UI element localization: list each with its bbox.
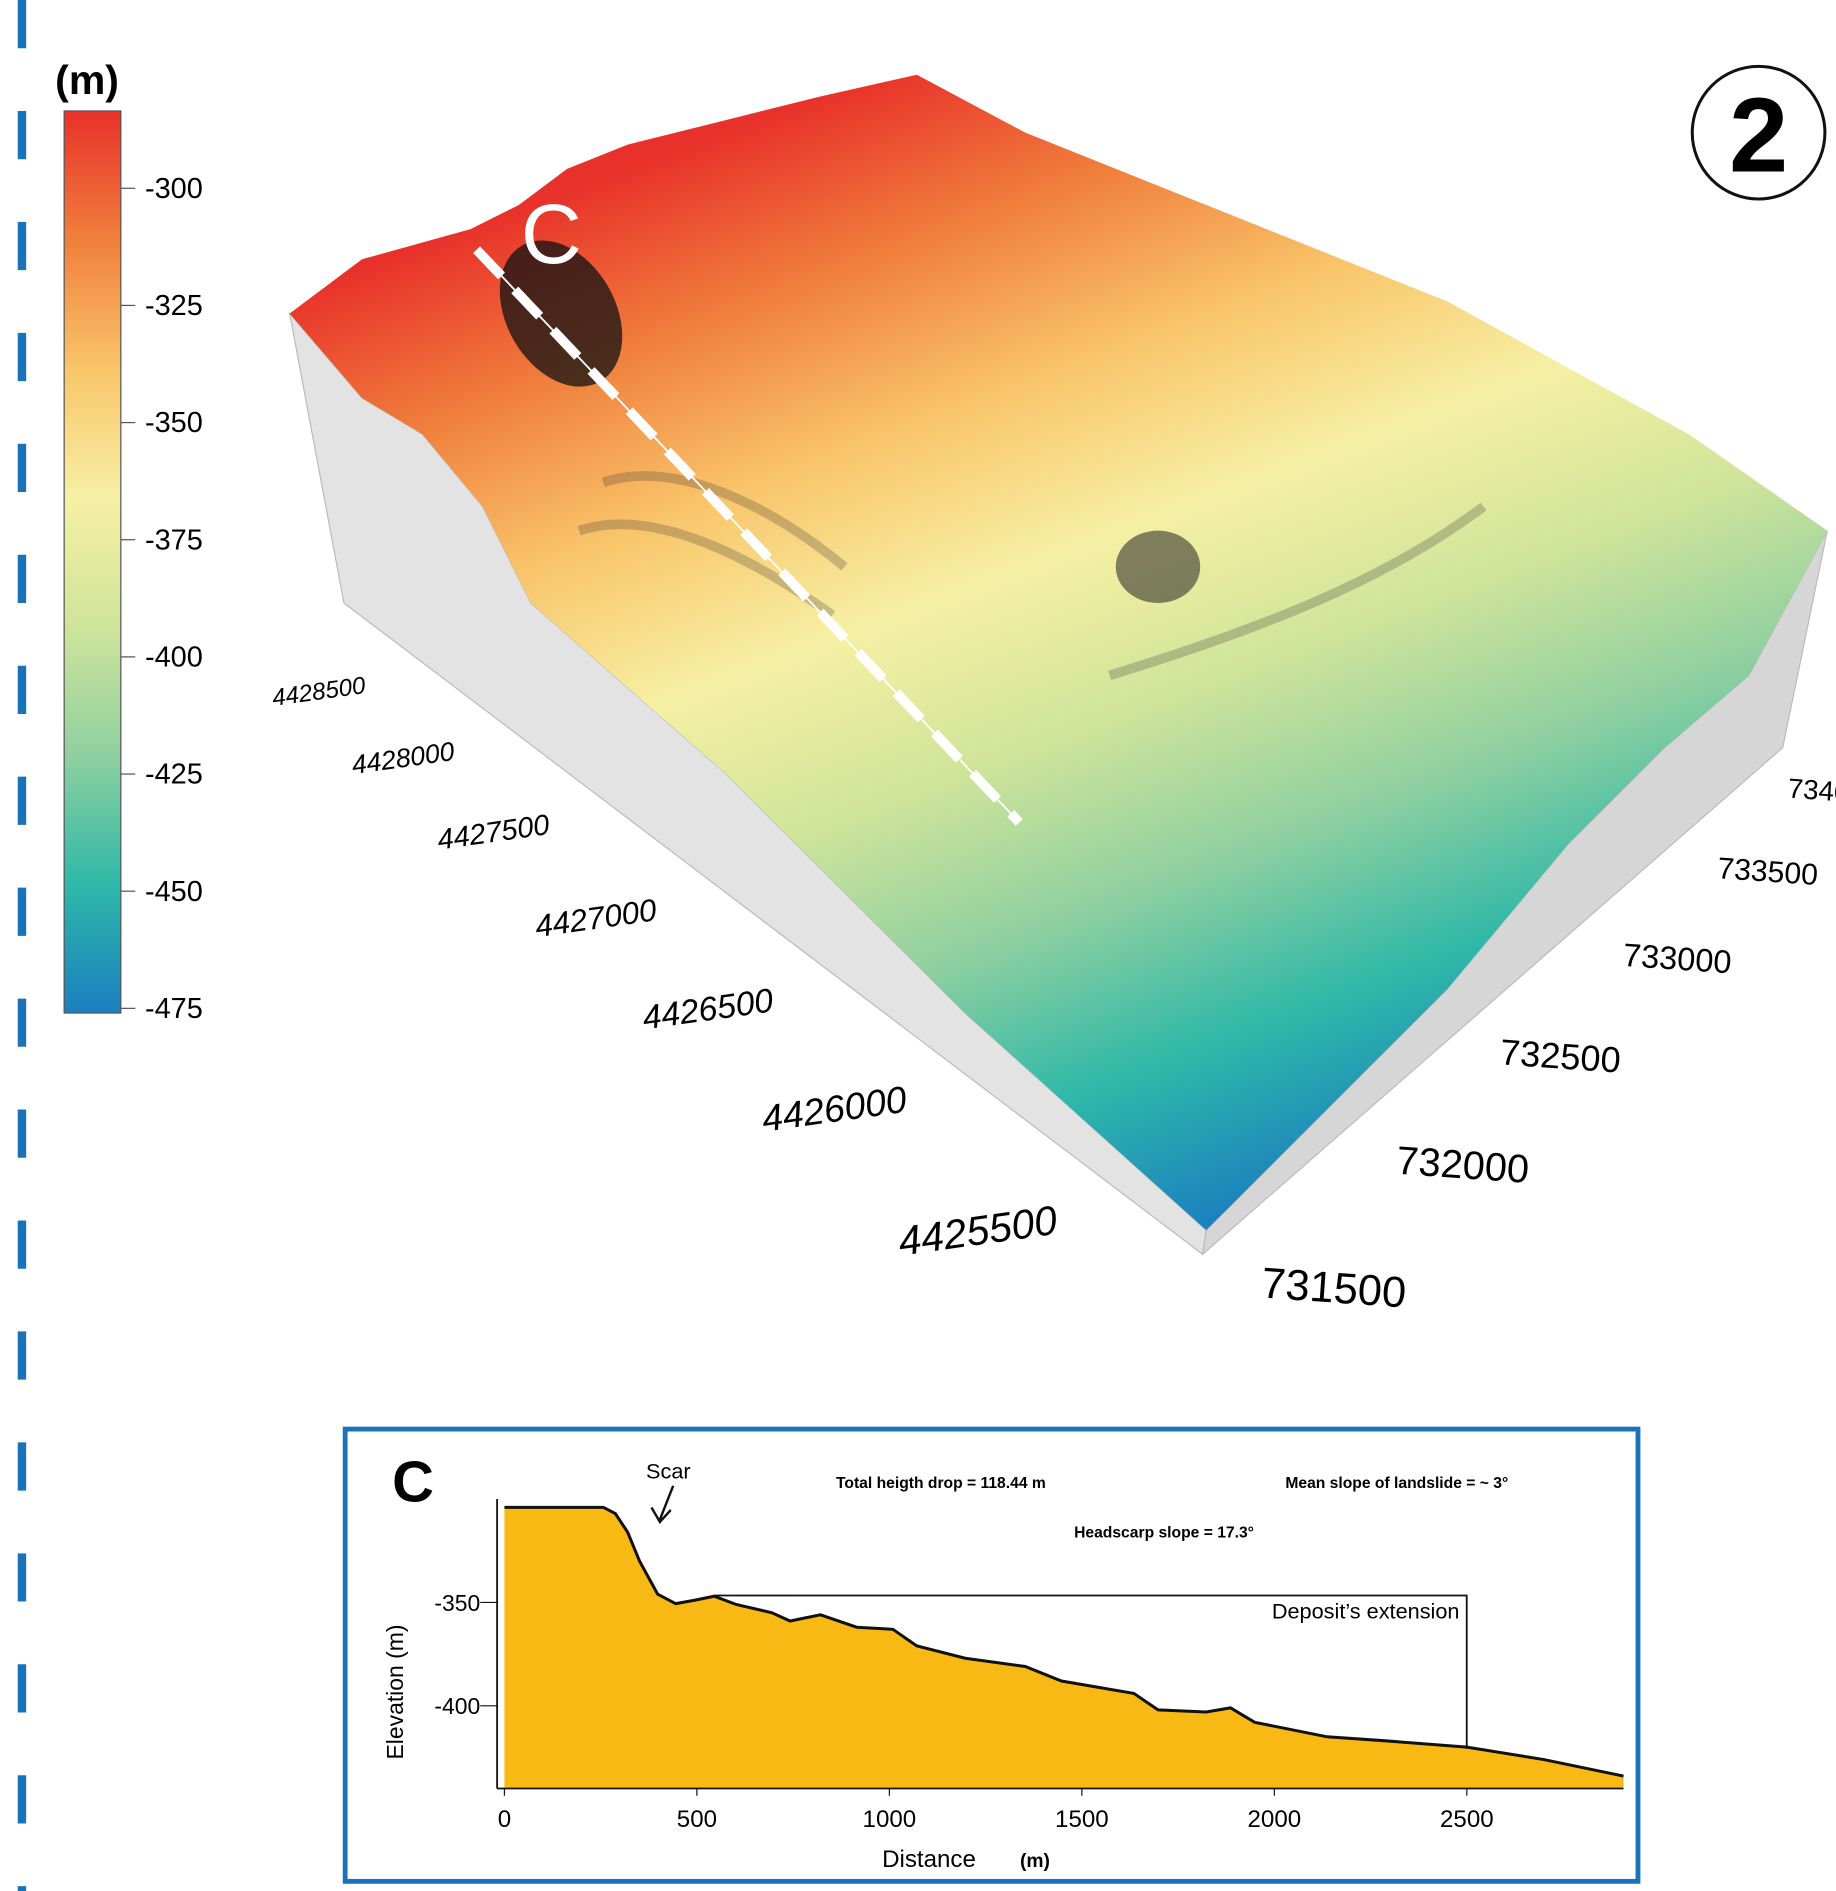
colorbar-tick-label: -350	[145, 407, 203, 439]
page: C 2 (m) C Scar Total heigth drop = 118.4…	[0, 0, 1836, 1891]
chart-panel-label: C	[392, 1450, 434, 1514]
scar-label: Scar	[646, 1459, 691, 1484]
northing-label: 4426000	[759, 1078, 909, 1140]
x-tick-label: 500	[677, 1806, 717, 1833]
colorbar	[64, 111, 121, 1013]
headscarp-slope: Headscarp slope = 17.3°	[1074, 1525, 1254, 1542]
x-tick-label: 2500	[1440, 1806, 1494, 1833]
easting-label: 734000	[1787, 773, 1836, 810]
colorbar-unit: (m)	[55, 57, 119, 103]
easting-label: 732000	[1395, 1139, 1530, 1192]
easting-label: 731500	[1260, 1260, 1408, 1318]
y-axis-label: Elevation (m)	[382, 1625, 408, 1760]
colorbar-tick-label: -475	[145, 993, 203, 1025]
figure: C 2 (m) C Scar Total heigth drop = 118.4…	[0, 0, 1836, 1891]
mean-slope: Mean slope of landslide = ~ 3°	[1285, 1475, 1508, 1492]
y-tick-label: -400	[434, 1693, 480, 1719]
y-tick-label: -350	[434, 1590, 480, 1616]
colorbar-tick-label: -300	[145, 173, 203, 205]
colorbar-tick-label: -375	[145, 524, 203, 556]
easting-label: 733500	[1716, 852, 1819, 892]
colorbar-tick-label: -425	[145, 759, 203, 791]
northing-label: 4426500	[640, 981, 776, 1037]
x-tick-label: 0	[498, 1806, 511, 1833]
easting-label: 732500	[1499, 1031, 1622, 1080]
northing-label: 4427500	[435, 809, 551, 856]
height-drop: Total heigth drop = 118.44 m	[836, 1475, 1046, 1492]
profile-label: C	[521, 187, 582, 281]
x-tick-label: 2000	[1248, 1806, 1302, 1833]
colorbar-tick-label: -400	[145, 642, 203, 674]
northing-label: 4425500	[895, 1197, 1060, 1265]
depression	[1116, 531, 1200, 603]
panel-number: 2	[1729, 76, 1788, 194]
deposit-label: Deposit’s extension	[1272, 1598, 1460, 1623]
x-tick-label: 1500	[1055, 1806, 1109, 1833]
northing-label: 4428000	[350, 736, 457, 780]
colorbar-tick-label: -450	[145, 876, 203, 908]
x-axis-label: Distance	[882, 1846, 976, 1873]
northing-label: 4428500	[270, 672, 367, 712]
x-tick-label: 1000	[863, 1806, 917, 1833]
northing-label: 4427000	[533, 892, 659, 944]
x-axis-unit: (m)	[1020, 1851, 1050, 1872]
easting-label: 733000	[1622, 937, 1733, 980]
colorbar-tick-label: -325	[145, 290, 203, 322]
